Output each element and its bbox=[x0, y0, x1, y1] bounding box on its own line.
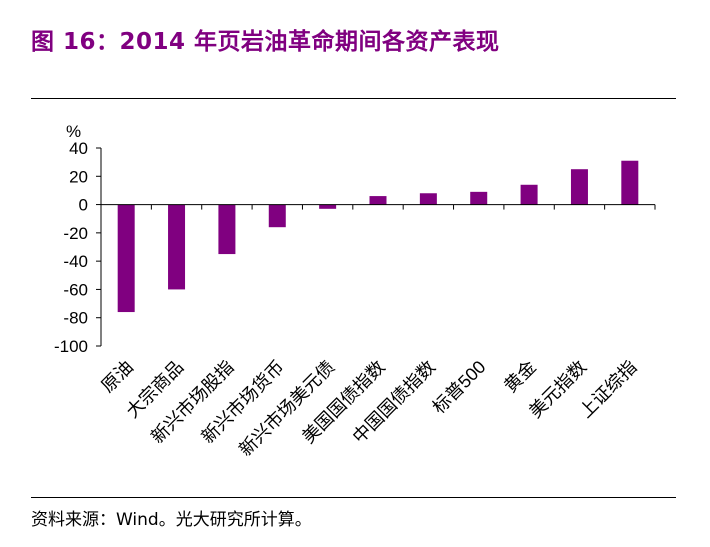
top-divider bbox=[31, 98, 676, 99]
source-note: 资料来源：Wind。光大研究所计算。 bbox=[31, 510, 312, 530]
bar bbox=[168, 204, 186, 290]
y-axis-tick-labels: 40 20 0 -20 -40 -60 -80 -100 bbox=[54, 139, 88, 356]
y-tick-label: -80 bbox=[63, 309, 88, 328]
x-axis-category-labels: 原油大宗商品新兴市场股指新兴市场货币新兴市场美元债美国国债指数中国国债指数标普5… bbox=[97, 357, 640, 460]
bar bbox=[117, 204, 135, 313]
y-tick-label: 20 bbox=[69, 167, 88, 186]
bar bbox=[218, 204, 236, 255]
y-tick-label: -100 bbox=[54, 337, 88, 356]
bar bbox=[319, 204, 337, 209]
figure-title: 图 16：2014 年页岩油革命期间各资产表现 bbox=[31, 29, 500, 55]
y-tick-label: 0 bbox=[79, 196, 88, 215]
y-axis-tick-marks bbox=[96, 147, 101, 347]
x-axis-tick-marks bbox=[100, 204, 656, 210]
y-tick-label: 40 bbox=[69, 139, 88, 158]
x-category-label: 标普500 bbox=[429, 357, 490, 418]
bar bbox=[470, 191, 488, 205]
bar bbox=[570, 169, 588, 205]
bar bbox=[419, 193, 437, 205]
bars bbox=[117, 160, 639, 313]
bar bbox=[369, 196, 387, 205]
bar bbox=[268, 204, 286, 228]
y-tick-label: -60 bbox=[63, 280, 88, 299]
y-axis-unit-label: % bbox=[66, 122, 81, 141]
x-category-label: 黄金 bbox=[500, 357, 540, 397]
y-tick-label: -20 bbox=[63, 224, 88, 243]
bar bbox=[621, 160, 639, 205]
bottom-divider bbox=[31, 497, 676, 498]
x-category-label: 原油 bbox=[97, 357, 137, 397]
y-tick-label: -40 bbox=[63, 252, 88, 271]
bar bbox=[520, 184, 538, 205]
bar-chart: % 40 20 0 -20 -40 -60 -80 -100 原油大宗商品新兴市场股指新兴市场… bbox=[54, 122, 656, 460]
